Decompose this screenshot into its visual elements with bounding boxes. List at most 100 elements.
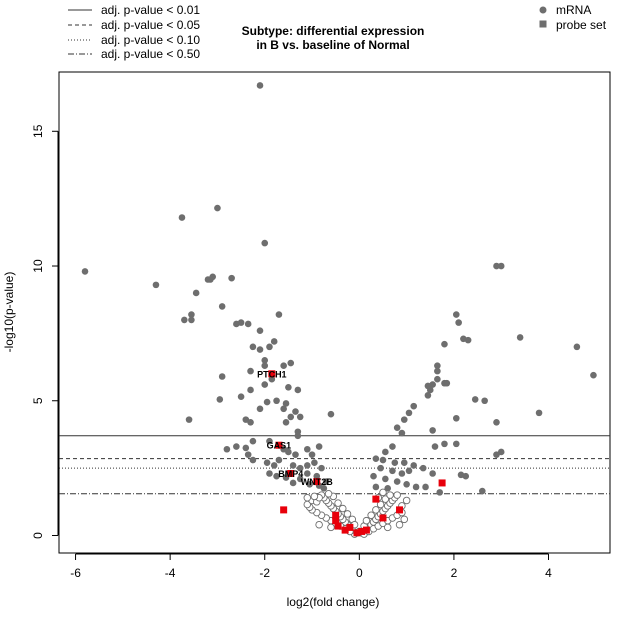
significant-point bbox=[263, 459, 271, 467]
type-legend: mRNA probe set bbox=[539, 3, 607, 32]
x-axis-label: log2(fold change) bbox=[287, 595, 380, 609]
highlighted-point bbox=[353, 529, 361, 537]
legend-label-001: adj. p-value < 0.01 bbox=[101, 3, 200, 17]
significant-point bbox=[268, 375, 276, 383]
significant-point bbox=[256, 327, 264, 334]
legend-label-010: adj. p-value < 0.10 bbox=[101, 33, 200, 47]
significant-point bbox=[400, 459, 408, 467]
threshold-legend: adj. p-value < 0.01 adj. p-value < 0.05 … bbox=[68, 3, 200, 61]
significant-point bbox=[382, 475, 389, 483]
significant-point bbox=[218, 303, 226, 310]
significant-point bbox=[403, 480, 410, 488]
significant-point bbox=[393, 424, 401, 431]
highlighted-point bbox=[280, 506, 288, 514]
x-tick-label: -6 bbox=[70, 566, 81, 580]
significant-point bbox=[192, 289, 200, 297]
significant-point bbox=[434, 362, 441, 370]
legend-square-icon bbox=[539, 20, 547, 28]
significant-point bbox=[516, 334, 524, 341]
significant-point bbox=[462, 472, 470, 480]
highlighted-point bbox=[313, 478, 321, 486]
significant-point bbox=[275, 456, 283, 464]
significant-point bbox=[244, 320, 252, 328]
significant-point bbox=[188, 311, 195, 318]
significant-point bbox=[410, 402, 418, 410]
significant-point bbox=[292, 408, 299, 415]
highlighted-point bbox=[332, 517, 340, 525]
significant-point bbox=[270, 462, 278, 469]
significant-point bbox=[282, 400, 290, 407]
nonsignificant-point bbox=[379, 488, 387, 497]
significant-point bbox=[391, 459, 399, 467]
significant-point bbox=[249, 343, 257, 351]
x-tick-label: 0 bbox=[356, 566, 363, 580]
significant-point bbox=[398, 429, 406, 437]
significant-point bbox=[296, 475, 304, 483]
significant-point bbox=[313, 472, 321, 480]
nonsignificant-point bbox=[303, 494, 312, 502]
significant-point bbox=[304, 462, 311, 469]
significant-point bbox=[273, 397, 280, 405]
significant-point bbox=[256, 82, 264, 89]
significant-point bbox=[493, 419, 500, 426]
significant-point bbox=[304, 470, 311, 477]
significant-point bbox=[261, 239, 269, 247]
nonsignificant-point bbox=[362, 516, 371, 525]
significant-point bbox=[315, 443, 323, 450]
significant-point bbox=[372, 455, 380, 462]
significant-point bbox=[280, 362, 287, 370]
significant-point bbox=[261, 381, 269, 388]
significant-point bbox=[452, 440, 460, 448]
significant-point bbox=[419, 464, 427, 472]
significant-point bbox=[247, 367, 254, 375]
highlighted-point bbox=[268, 370, 276, 378]
significant-point bbox=[216, 396, 224, 403]
nonsignificant-point bbox=[381, 495, 390, 503]
significant-point bbox=[452, 311, 460, 318]
significant-point bbox=[481, 397, 488, 405]
highlighted-point bbox=[275, 441, 283, 449]
significant-point bbox=[434, 375, 441, 383]
highlighted-point bbox=[332, 511, 340, 519]
significant-point bbox=[429, 470, 436, 477]
significant-point bbox=[308, 451, 316, 458]
highlighted-point bbox=[346, 523, 354, 531]
significant-point bbox=[455, 319, 462, 326]
significant-point bbox=[188, 316, 195, 324]
significant-point bbox=[389, 467, 396, 475]
nonsignificant-point bbox=[386, 491, 394, 499]
nonsignificant-point bbox=[324, 489, 333, 498]
significant-point bbox=[479, 487, 486, 495]
significant-point bbox=[223, 445, 231, 453]
significant-point bbox=[247, 386, 254, 394]
significant-point bbox=[285, 383, 292, 391]
significant-point bbox=[256, 346, 264, 353]
highlighted-point bbox=[358, 527, 366, 535]
y-tick-label: 5 bbox=[31, 397, 45, 404]
significant-point bbox=[452, 414, 460, 422]
significant-point bbox=[294, 432, 302, 440]
nonsignificant-point bbox=[372, 506, 380, 514]
significant-point bbox=[306, 480, 313, 488]
nonsignificant-point bbox=[393, 491, 401, 499]
significant-point bbox=[311, 459, 318, 467]
gene-label: PTCH1 bbox=[257, 369, 287, 379]
significant-point bbox=[370, 472, 377, 480]
significant-point bbox=[405, 467, 413, 475]
significant-point bbox=[424, 392, 432, 399]
significant-point bbox=[152, 281, 160, 289]
significant-point bbox=[261, 357, 269, 364]
significant-point bbox=[270, 338, 278, 345]
significant-point bbox=[304, 445, 311, 453]
significant-point bbox=[441, 340, 448, 348]
nonsignificant-point bbox=[402, 496, 411, 505]
significant-point bbox=[322, 478, 330, 485]
significant-point bbox=[266, 470, 273, 477]
highlighted-point bbox=[334, 522, 342, 530]
nonsignificant-point bbox=[367, 511, 375, 520]
legend-label-005: adj. p-value < 0.05 bbox=[101, 18, 200, 32]
chart-title-line2: in B vs. baseline of Normal bbox=[256, 38, 409, 52]
